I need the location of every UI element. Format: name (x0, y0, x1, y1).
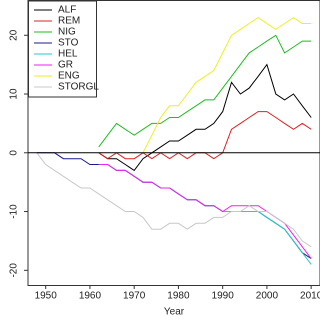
legend-label: STO (58, 38, 79, 49)
legend-label: NIG (58, 27, 76, 38)
x-tick-label: 1960 (79, 291, 102, 302)
x-tick-label: 2010 (300, 291, 320, 302)
y-tick-label: 10 (9, 88, 20, 100)
legend-label: ENG (58, 71, 80, 82)
series-line (36, 152, 312, 248)
series-line (98, 111, 312, 160)
x-tick-label: 1950 (35, 291, 58, 302)
legend-box (28, 0, 97, 98)
legend-label: ALF (58, 5, 76, 16)
legend-label: GR (58, 60, 73, 71)
series-line (98, 164, 312, 265)
x-tick-label: 1990 (212, 291, 235, 302)
x-tick-label: 1980 (167, 291, 190, 302)
y-tick-label: -10 (9, 204, 20, 219)
plot-frame (27, 0, 320, 286)
y-tick-label: 0 (9, 150, 20, 156)
series-line (142, 16, 312, 154)
y-tick-label: 20 (9, 29, 20, 41)
x-tick-label: 2000 (256, 291, 279, 302)
legend-label: REM (58, 16, 80, 27)
series-line (98, 63, 312, 172)
series-line (98, 34, 312, 148)
legend-label: STORGL (58, 82, 99, 93)
x-axis-title: Year (164, 307, 185, 318)
x-tick-label: 1970 (123, 291, 146, 302)
y-tick-label: -20 (9, 263, 20, 278)
series-line (36, 152, 312, 260)
legend-label: HEL (58, 49, 78, 60)
